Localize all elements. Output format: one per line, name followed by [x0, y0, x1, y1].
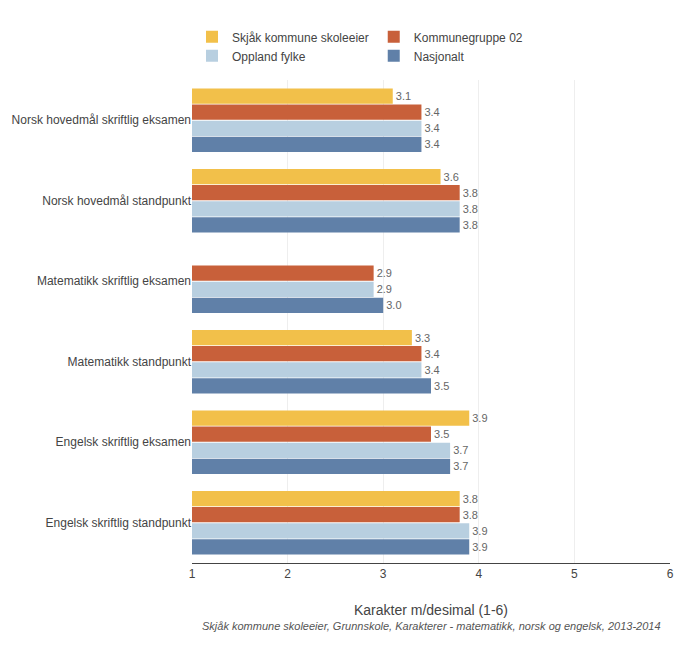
- svg-text:3.4: 3.4: [424, 106, 439, 118]
- svg-text:3.8: 3.8: [463, 219, 478, 231]
- svg-text:4: 4: [475, 567, 482, 581]
- svg-text:3.8: 3.8: [463, 493, 478, 505]
- svg-text:3.9: 3.9: [472, 525, 487, 537]
- svg-text:2.9: 2.9: [377, 283, 392, 295]
- svg-text:Matematikk standpunkt: Matematikk standpunkt: [68, 355, 192, 369]
- svg-text:3.4: 3.4: [424, 364, 439, 376]
- svg-text:3.8: 3.8: [463, 203, 478, 215]
- svg-text:Engelsk skriftlig standpunkt: Engelsk skriftlig standpunkt: [46, 516, 192, 530]
- svg-text:3.5: 3.5: [434, 380, 449, 392]
- svg-text:Karakter m/desimal (1-6): Karakter m/desimal (1-6): [354, 602, 508, 618]
- svg-text:3.9: 3.9: [472, 541, 487, 553]
- svg-text:3.8: 3.8: [463, 509, 478, 521]
- svg-text:Skjåk kommune skoleeier, Grunn: Skjåk kommune skoleeier, Grunnskole, Kar…: [202, 620, 661, 632]
- svg-text:Skjåk kommune skoleeier: Skjåk kommune skoleeier: [232, 31, 369, 45]
- svg-text:3.0: 3.0: [386, 299, 401, 311]
- svg-text:Kommunegruppe 02: Kommunegruppe 02: [414, 31, 523, 45]
- svg-text:1: 1: [189, 567, 196, 581]
- svg-text:3.4: 3.4: [424, 348, 439, 360]
- svg-text:3.9: 3.9: [472, 412, 487, 424]
- svg-text:3: 3: [380, 567, 387, 581]
- svg-text:6: 6: [667, 567, 674, 581]
- svg-text:2: 2: [284, 567, 291, 581]
- svg-text:3.7: 3.7: [453, 444, 468, 456]
- svg-text:5: 5: [571, 567, 578, 581]
- svg-text:Oppland fylke: Oppland fylke: [232, 50, 306, 64]
- svg-text:Engelsk skriftlig eksamen: Engelsk skriftlig eksamen: [56, 435, 191, 449]
- svg-text:3.4: 3.4: [424, 138, 439, 150]
- svg-text:3.5: 3.5: [434, 428, 449, 440]
- svg-text:Norsk hovedmål skriftlig eksam: Norsk hovedmål skriftlig eksamen: [12, 113, 191, 127]
- svg-text:3.6: 3.6: [444, 171, 459, 183]
- svg-text:Nasjonalt: Nasjonalt: [414, 50, 465, 64]
- svg-text:Matematikk skriftlig eksamen: Matematikk skriftlig eksamen: [37, 274, 191, 288]
- svg-text:3.3: 3.3: [415, 332, 430, 344]
- svg-text:3.1: 3.1: [396, 90, 411, 102]
- svg-text:3.7: 3.7: [453, 460, 468, 472]
- svg-text:3.4: 3.4: [424, 122, 439, 134]
- svg-text:2.9: 2.9: [377, 267, 392, 279]
- svg-text:3.8: 3.8: [463, 187, 478, 199]
- svg-text:Norsk hovedmål standpunkt: Norsk hovedmål standpunkt: [42, 194, 191, 208]
